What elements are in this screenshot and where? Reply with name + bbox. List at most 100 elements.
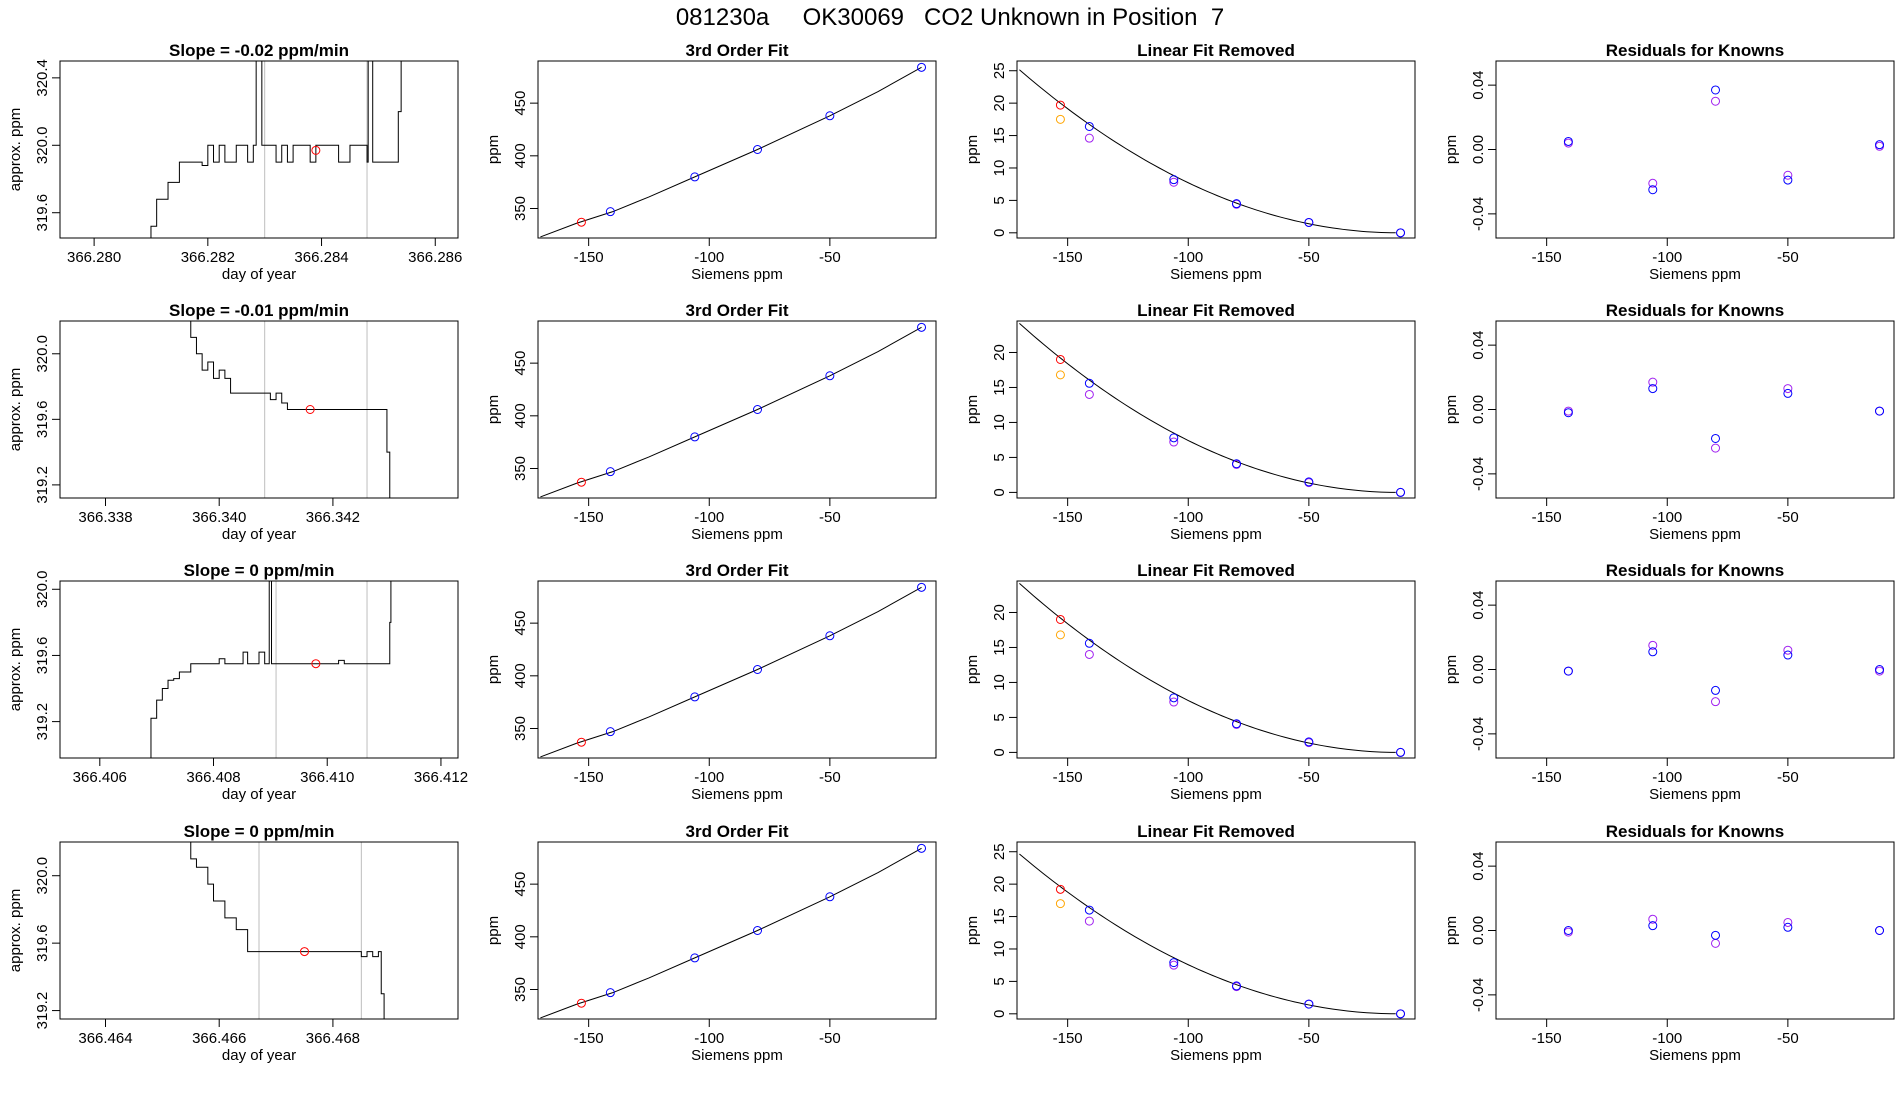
y-tick-label: 0.04	[1470, 591, 1487, 620]
y-axis-label: approx. ppm	[7, 628, 24, 711]
residual-point	[1648, 921, 1658, 931]
y-tick-label: 319.6	[34, 194, 51, 232]
co2-trace-line	[150, 61, 402, 238]
known-linear-point	[1084, 389, 1094, 399]
plot-frame	[1016, 60, 1416, 239]
y-tick-label: 400	[512, 663, 529, 688]
known-linear-point	[1084, 916, 1094, 926]
y-axis-label: ppm	[1443, 395, 1460, 424]
known-standard-point	[825, 371, 835, 381]
y-tick-label: 0.04	[1470, 71, 1487, 100]
x-tick-label: -150	[1053, 1030, 1083, 1047]
plot-area	[1019, 853, 1406, 1019]
y-tick-label: 319.2	[34, 466, 51, 504]
y-tick-label: 450	[512, 91, 529, 116]
y-axis-label: approx. ppm	[7, 368, 24, 451]
plot-frame	[537, 841, 937, 1020]
x-tick-label: -50	[1298, 509, 1320, 526]
panel-time-series-3: Slope = 0 ppm/min 366.406 366.408 366.410 36…	[7, 561, 468, 803]
y-tick-label: -0.04	[1470, 978, 1487, 1012]
y-axis-label: approx. ppm	[7, 108, 24, 191]
plot-frame	[59, 580, 459, 759]
x-tick-label: -150	[574, 769, 604, 786]
panel-title: Slope = -0.01 ppm/min	[169, 301, 349, 320]
unknown-mean-point	[305, 405, 315, 414]
y-tick-label: 0	[991, 748, 1008, 756]
panel-linear-fit-removed-4: Linear Fit Removed -150 -100 -50 Siemens ppm…	[964, 822, 1416, 1064]
known-linear-point	[1169, 177, 1179, 187]
x-tick-label: -100	[1652, 769, 1682, 786]
x-tick-label: -150	[1532, 509, 1562, 526]
y-tick-label: 0.04	[1470, 852, 1487, 881]
x-axis-label: Siemens ppm	[691, 526, 783, 543]
y-tick-label: 10	[991, 941, 1008, 958]
known-standard-point	[1169, 693, 1179, 703]
panel-title: Linear Fit Removed	[1137, 41, 1295, 60]
unknown-mean-point	[299, 947, 309, 957]
x-tick-label: -50	[819, 1030, 841, 1047]
residual-point	[1648, 384, 1658, 394]
x-tick-label: 366.466	[192, 1030, 246, 1047]
residual-linear-point	[1783, 645, 1793, 655]
y-tick-label: 450	[512, 872, 529, 897]
residual-point	[1711, 685, 1721, 695]
known-standard-point	[1084, 905, 1094, 915]
panel-title: Linear Fit Removed	[1137, 822, 1295, 841]
panel-title: Slope = 0 ppm/min	[184, 822, 335, 841]
panel-title: 3rd Order Fit	[686, 561, 789, 580]
known-standard-point	[753, 665, 763, 674]
x-axis-label: day of year	[222, 786, 296, 803]
residual-point	[1648, 185, 1658, 195]
plot-frame	[1016, 580, 1416, 759]
x-tick-label: -100	[694, 249, 724, 266]
plot-frame	[59, 60, 459, 239]
panel-residuals-3: Residuals for Knowns -150 -100 -50 Siemens p…	[1443, 561, 1895, 803]
known-standard-point	[605, 467, 615, 477]
panel-3rd-order-fit-4: 3rd Order Fit -150 -100 -50 Siemens ppm 350 40…	[485, 822, 937, 1064]
plot-frame	[59, 320, 459, 499]
y-tick-label: 15	[991, 127, 1008, 144]
plot-frame	[1495, 841, 1895, 1020]
x-axis-label: Siemens ppm	[691, 786, 783, 803]
unknown-mean-point	[311, 145, 321, 155]
residual-point	[1783, 175, 1793, 185]
plot-frame	[1016, 841, 1416, 1020]
x-tick-label: -100	[1173, 509, 1203, 526]
known-linear-point	[1169, 697, 1179, 707]
residual-point	[1648, 647, 1658, 657]
x-tick-label: 366.412	[414, 769, 468, 786]
x-tick-label: -50	[1777, 509, 1799, 526]
x-tick-label: -100	[1173, 769, 1203, 786]
y-tick-label: 5	[991, 977, 1008, 985]
y-tick-label: 350	[512, 977, 529, 1002]
y-tick-label: 10	[991, 160, 1008, 177]
plot-area	[190, 842, 385, 1019]
known-standard-point	[753, 405, 763, 414]
fit-curve	[540, 326, 922, 498]
x-tick-label: -150	[574, 249, 604, 266]
x-tick-label: -100	[1652, 1030, 1682, 1047]
residual-point	[1875, 406, 1885, 416]
unknown-linear-point	[1055, 114, 1065, 124]
residual-curve	[1019, 69, 1396, 234]
x-tick-label: -100	[1652, 249, 1682, 266]
y-tick-label: 400	[512, 924, 529, 949]
residual-linear-point	[1711, 938, 1721, 948]
panel-residuals-1: Residuals for Knowns -150 -100 -50 Siemens p…	[1443, 41, 1895, 283]
x-tick-label: -50	[1298, 249, 1320, 266]
known-standard-point	[917, 843, 927, 853]
y-axis-label: ppm	[964, 916, 981, 945]
x-tick-label: 366.406	[73, 769, 127, 786]
co2-trace-line	[190, 321, 391, 498]
panel-3rd-order-fit-3: 3rd Order Fit -150 -100 -50 Siemens ppm 350 40…	[485, 561, 937, 803]
residual-linear-point	[1711, 697, 1721, 707]
unknown-mean-point	[311, 659, 321, 669]
x-tick-label: 366.284	[294, 249, 348, 266]
known-standard-point	[690, 172, 700, 182]
unknown-point	[576, 998, 586, 1008]
plot-area	[1019, 323, 1406, 497]
residual-point	[1783, 388, 1793, 398]
y-tick-label: 20	[991, 95, 1008, 112]
known-standard-point	[825, 892, 835, 902]
